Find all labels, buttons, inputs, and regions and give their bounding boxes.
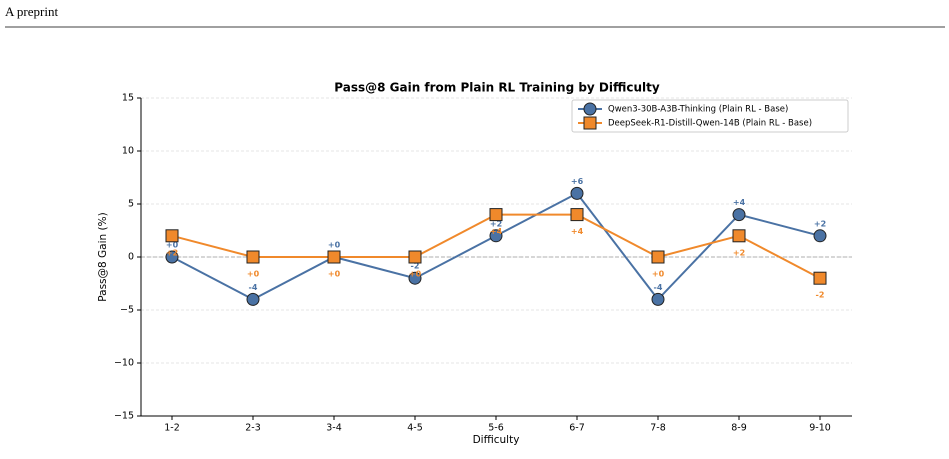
value-label: +2 [814, 219, 826, 228]
x-tick-label: 3-4 [326, 423, 342, 434]
marker [489, 208, 503, 222]
x-tick-label: 9-10 [809, 423, 831, 434]
value-label: +0 [328, 241, 341, 250]
chart-title: Pass@8 Gain from Plain RL Training by Di… [334, 81, 660, 95]
value-label: -2 [411, 262, 420, 271]
x-tick-label: 2-3 [245, 423, 261, 434]
marker [165, 250, 179, 264]
x-tick-label: 4-5 [407, 423, 423, 434]
y-tick-label: −15 [114, 411, 134, 422]
marker [732, 229, 746, 243]
value-label: +2 [733, 248, 745, 257]
marker [408, 271, 422, 285]
y-tick-label: 5 [128, 199, 134, 210]
y-tick-label: −10 [114, 358, 134, 369]
marker [408, 250, 422, 264]
legend-marker [583, 102, 597, 116]
legend-box [571, 99, 849, 133]
marker [570, 186, 584, 200]
marker [246, 292, 260, 306]
y-tick-label: 15 [122, 93, 134, 104]
y-tick-label: 10 [122, 146, 134, 157]
marker [813, 229, 827, 243]
marker [165, 229, 179, 243]
marker [246, 250, 260, 264]
value-label: +4 [571, 227, 584, 236]
marker [732, 208, 746, 222]
value-label: +2 [490, 219, 502, 228]
x-tick-label: 7-8 [650, 423, 666, 434]
marker [327, 250, 341, 264]
y-tick-label: −5 [120, 305, 134, 316]
x-tick-label: 5-6 [488, 423, 504, 434]
value-label: +4 [733, 198, 746, 207]
value-label: +0 [652, 270, 665, 279]
value-label: -4 [654, 283, 663, 292]
value-label: +6 [571, 177, 584, 186]
value-label: +0 [409, 270, 422, 279]
x-tick-label: 8-9 [731, 423, 747, 434]
marker [813, 271, 827, 285]
value-label: +0 [247, 270, 260, 279]
legend-label: DeepSeek-R1-Distill-Qwen-14B (Plain RL -… [608, 119, 812, 129]
legend-marker [583, 116, 597, 130]
value-label: +2 [166, 248, 178, 257]
marker [651, 250, 665, 264]
y-axis-label: Pass@8 Gain (%) [97, 212, 109, 301]
marker [489, 229, 503, 243]
x-axis-label: Difficulty [473, 434, 520, 446]
value-label: -4 [249, 283, 258, 292]
value-label: +4 [490, 227, 503, 236]
running-header: A preprint [5, 4, 58, 19]
x-tick-label: 6-7 [569, 423, 585, 434]
value-label: +0 [166, 241, 179, 250]
marker [651, 292, 665, 306]
y-tick-label: 0 [128, 252, 134, 263]
value-label: +0 [328, 270, 341, 279]
legend-label: Qwen3-30B-A3B-Thinking (Plain RL - Base) [608, 105, 788, 115]
value-label: -2 [816, 291, 825, 300]
x-tick-label: 1-2 [164, 423, 180, 434]
marker [570, 208, 584, 222]
